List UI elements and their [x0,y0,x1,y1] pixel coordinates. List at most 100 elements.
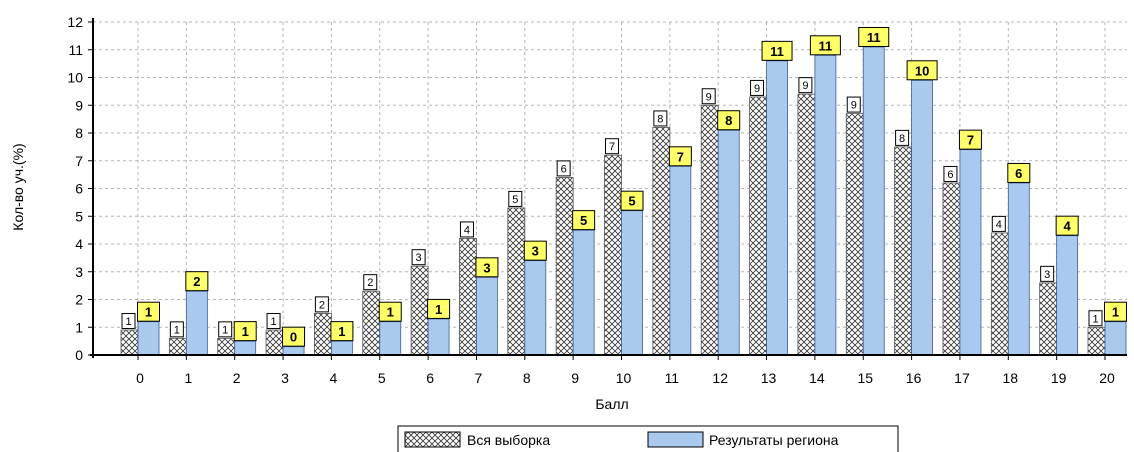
bar-all-sample [265,329,284,356]
bar-region [717,129,740,356]
bar-region [524,260,547,356]
bar-region [766,60,788,356]
y-tick-label: 7 [75,153,83,169]
data-label-box-region [427,298,451,319]
bar-all-sample [797,93,816,356]
data-label-box-region [282,326,306,347]
x-tick-label: 9 [571,370,579,386]
data-label-all-sample: 1 [174,324,180,336]
bar-all-sample [410,265,429,356]
bar-all-sample [990,232,1009,356]
data-label-box-all-sample [363,274,378,291]
data-label-box-all-sample [701,88,716,105]
data-label-region: 1 [1112,305,1119,320]
legend-swatch-all-sample [404,431,461,448]
x-axis-title: Балл [595,396,628,412]
y-tick-label: 1 [75,319,83,335]
data-label-all-sample: 2 [367,277,373,289]
data-label-box-all-sample [991,215,1006,232]
bar-all-sample [120,329,139,356]
y-tick-label: 8 [75,125,83,141]
data-label-region: 1 [338,324,345,339]
data-label-region: 6 [1015,166,1022,181]
bar-region [911,79,933,356]
data-label-box-region [906,60,938,81]
data-label-all-sample: 3 [1044,269,1050,281]
data-label-box-all-sample [266,313,281,330]
data-label-region: 0 [290,330,297,345]
data-label-all-sample: 1 [1092,313,1098,325]
data-label-box-all-sample [750,79,765,96]
data-label-box-all-sample [605,138,619,155]
bar-all-sample [1087,326,1106,356]
data-label-all-sample: 1 [222,324,228,336]
x-tick-label: 13 [761,370,777,386]
x-tick-label: 18 [1003,370,1019,386]
x-tick-label: 17 [954,370,970,386]
x-tick-label: 8 [523,370,531,386]
data-label-region: 2 [193,274,200,289]
bar-all-sample [168,337,187,356]
x-tick-label: 20 [1099,370,1115,386]
bar-all-sample [362,290,381,356]
bar-all-sample [313,312,332,356]
data-label-region: 5 [628,194,635,209]
x-tick-label: 2 [233,370,241,386]
data-label-box-region [233,321,257,342]
bars-layer [120,46,1127,356]
data-label-box-region [330,321,354,342]
y-tick-label: 11 [68,42,83,58]
data-label-box-all-sample [459,221,474,238]
data-label-box-region [523,240,547,261]
bar-all-sample [507,207,526,356]
y-tick-label: 5 [75,208,83,224]
data-label-all-sample: 4 [996,219,1002,231]
bar-region [330,340,353,356]
x-tick-label: 14 [809,370,825,386]
data-label-region: 5 [580,213,587,228]
data-label-all-sample: 1 [270,316,276,328]
y-tick-label: 3 [75,264,83,280]
data-label-box-all-sample [121,313,136,330]
y-tick-label: 4 [75,236,83,252]
y-axis-title: Кол-во уч.(%) [10,143,26,230]
data-label-box-region [668,146,692,167]
data-label-box-region [761,40,793,61]
data-label-all-sample: 6 [561,163,567,175]
bar-region [234,340,257,356]
data-label-box-region [717,110,741,131]
y-tick-label: 10 [67,70,83,86]
data-label-region: 7 [967,133,974,148]
bar-all-sample [459,238,477,356]
data-label-region: 1 [387,305,394,320]
data-label-box-region [475,257,499,278]
bar-region [379,321,402,356]
data-label-all-sample: 4 [464,224,470,236]
data-label-box-region [958,129,982,150]
data-label-region: 7 [677,149,684,164]
x-tick-label: 16 [906,370,922,386]
data-label-region: 11 [867,30,881,45]
data-label-all-sample: 9 [706,91,712,103]
data-label-all-sample: 9 [754,83,760,95]
y-tick-label: 6 [75,181,83,197]
y-tick-label: 9 [75,97,83,113]
data-label-box-all-sample [798,77,813,94]
data-label-region: 11 [770,44,784,59]
x-tick-label: 0 [136,370,144,386]
bar-region [1056,235,1079,356]
bar-region [959,149,982,356]
legend-label-region: Результаты региона [709,432,839,448]
data-label-box-all-sample [846,96,861,113]
data-label-region: 3 [532,244,539,259]
bar-region [427,318,450,356]
legend: Вся выборка Результаты региона [397,425,899,452]
bar-region [1007,182,1030,356]
data-label-box-all-sample [169,321,184,338]
y-tick-label: 2 [75,292,83,308]
x-tick-label: 3 [281,370,289,386]
data-label-box-region [185,271,209,292]
bar-region [862,46,885,356]
